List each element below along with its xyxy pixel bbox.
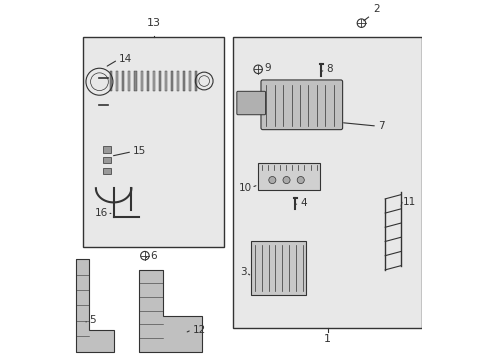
Bar: [183, 71, 185, 91]
Bar: [258, 163, 320, 190]
Text: 1: 1: [324, 334, 331, 344]
Bar: [251, 242, 306, 295]
Text: 2: 2: [373, 4, 380, 14]
Bar: [122, 71, 124, 91]
FancyBboxPatch shape: [237, 91, 266, 115]
Text: 11: 11: [403, 197, 416, 207]
Bar: [153, 71, 155, 91]
Bar: [128, 71, 130, 91]
Bar: [103, 157, 111, 163]
Circle shape: [269, 176, 276, 184]
Bar: [159, 71, 161, 91]
Bar: [103, 168, 111, 174]
Circle shape: [297, 176, 304, 184]
Text: 15: 15: [133, 146, 147, 156]
Text: 12: 12: [193, 324, 206, 334]
Text: 9: 9: [265, 63, 271, 73]
Bar: [141, 71, 143, 91]
Text: 16: 16: [95, 208, 108, 218]
Text: 6: 6: [150, 251, 156, 261]
Text: 7: 7: [378, 121, 385, 131]
Bar: [165, 71, 167, 91]
Text: 4: 4: [300, 198, 307, 208]
Text: 10: 10: [239, 183, 252, 193]
Bar: [171, 71, 173, 91]
Text: 5: 5: [90, 315, 96, 325]
Bar: [233, 37, 422, 328]
Bar: [83, 37, 224, 247]
Bar: [196, 71, 197, 91]
Text: 13: 13: [147, 18, 161, 28]
Polygon shape: [76, 259, 114, 351]
Text: 8: 8: [326, 64, 333, 74]
FancyBboxPatch shape: [261, 80, 343, 130]
Bar: [189, 71, 192, 91]
Bar: [177, 71, 179, 91]
Text: 14: 14: [119, 54, 132, 64]
Bar: [147, 71, 149, 91]
Bar: [110, 71, 112, 91]
Bar: [116, 71, 118, 91]
Polygon shape: [139, 270, 202, 351]
Bar: [103, 146, 111, 153]
Circle shape: [283, 176, 290, 184]
Text: 3: 3: [240, 267, 247, 277]
Bar: [134, 71, 137, 91]
